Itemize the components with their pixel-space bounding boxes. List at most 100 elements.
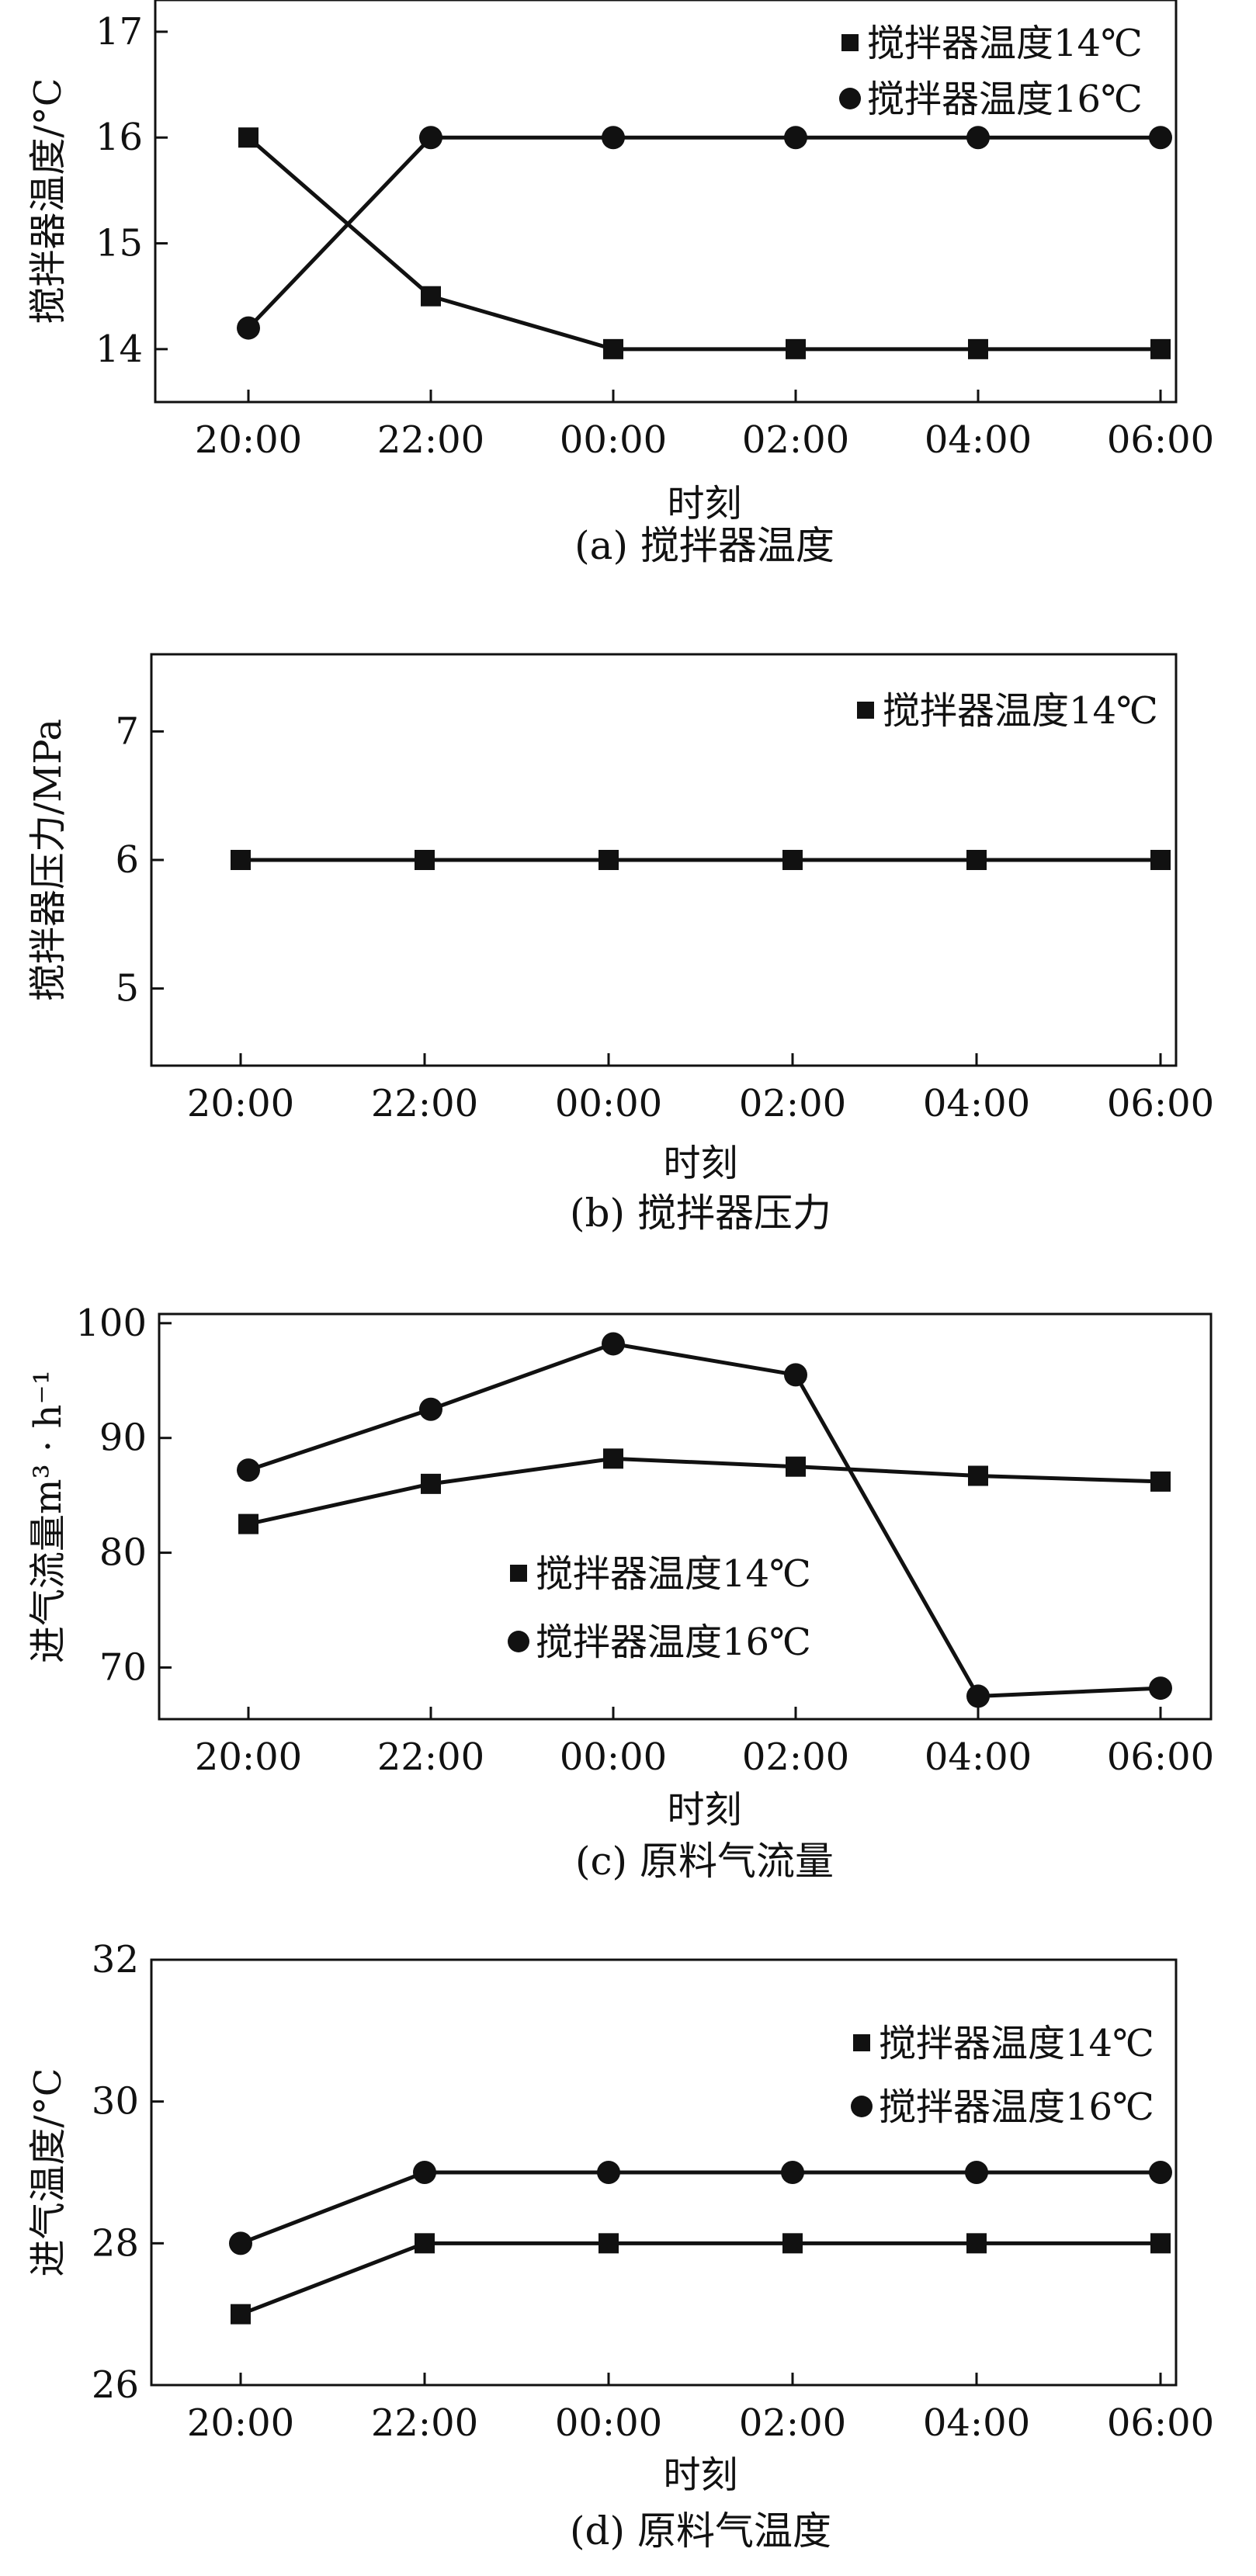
series-square	[231, 2233, 1171, 2325]
y-tick-label: 6	[115, 838, 139, 882]
x-tick-label: 20:00	[187, 1082, 294, 1125]
x-axis-label: 时刻	[667, 1788, 741, 1832]
data-point-square	[1150, 2233, 1171, 2254]
data-point-square	[786, 1456, 806, 1477]
series-square	[231, 850, 1171, 870]
data-point-circle	[229, 2231, 252, 2255]
y-axis-label: 进气流量m³ · h⁻¹	[26, 1370, 70, 1663]
legend-marker-square	[857, 702, 874, 719]
legend-label: 搅拌器温度16℃	[879, 2085, 1154, 2129]
x-tick-label: 22:00	[377, 1735, 484, 1779]
legend-label: 搅拌器温度14℃	[883, 689, 1158, 733]
y-tick-label: 90	[99, 1416, 147, 1460]
data-point-circle	[237, 1458, 260, 1482]
y-tick-label: 28	[92, 2221, 139, 2265]
x-tick-label: 00:00	[555, 2401, 662, 2445]
data-point-circle	[966, 1684, 990, 1708]
legend-label: 搅拌器温度16℃	[867, 78, 1143, 121]
data-point-circle	[1149, 1676, 1172, 1701]
legend-label: 搅拌器温度14℃	[867, 22, 1143, 65]
data-point-circle	[419, 1397, 442, 1421]
y-tick-label: 16	[95, 116, 143, 159]
panel-caption: (b) 搅拌器压力	[570, 1191, 831, 1236]
data-point-square	[1150, 1471, 1171, 1492]
x-tick-label: 06:00	[1107, 2401, 1214, 2445]
data-point-square	[415, 2233, 435, 2254]
y-tick-label: 80	[99, 1531, 147, 1575]
data-point-square	[231, 2304, 251, 2325]
x-tick-label: 04:00	[923, 1082, 1030, 1125]
x-tick-label: 02:00	[742, 418, 849, 462]
y-tick-label: 15	[95, 222, 143, 265]
y-tick-label: 7	[115, 709, 139, 753]
x-tick-label: 02:00	[742, 1735, 849, 1779]
data-point-square	[231, 850, 251, 870]
panel-caption: (c) 原料气流量	[575, 1839, 834, 1884]
y-tick-label: 100	[75, 1302, 147, 1345]
x-tick-label: 02:00	[739, 2401, 846, 2445]
x-tick-label: 00:00	[555, 1082, 662, 1125]
y-tick-label: 17	[95, 10, 143, 54]
series-square	[238, 127, 1171, 359]
x-axis-label: 时刻	[663, 1142, 737, 1185]
data-point-square	[599, 2233, 619, 2254]
data-point-square	[238, 1513, 258, 1534]
x-tick-label: 22:00	[371, 1082, 478, 1125]
x-tick-label: 00:00	[560, 1735, 667, 1779]
data-point-square	[238, 127, 258, 148]
x-tick-label: 00:00	[560, 418, 667, 462]
series-line	[248, 1341, 1161, 1698]
x-tick-label: 04:00	[925, 1735, 1032, 1779]
series-line	[240, 2241, 1161, 2316]
x-axis-label: 时刻	[663, 2453, 737, 2497]
series-line	[247, 135, 1161, 330]
series-line	[248, 1456, 1161, 1527]
data-point-square	[966, 850, 987, 870]
legend-marker-circle	[851, 2096, 873, 2117]
legend-marker-square	[510, 1565, 527, 1582]
y-tick-label: 14	[95, 328, 143, 371]
data-point-circle	[784, 126, 807, 150]
data-point-circle	[602, 1332, 625, 1356]
x-tick-label: 04:00	[925, 418, 1032, 462]
data-point-circle	[597, 2161, 620, 2184]
series-circle	[237, 1332, 1172, 1708]
legend-label: 搅拌器温度14℃	[879, 2022, 1154, 2065]
data-point-circle	[237, 316, 260, 340]
data-point-square	[1150, 338, 1171, 359]
x-axis-label: 时刻	[667, 482, 741, 525]
y-tick-label: 32	[92, 1938, 139, 1981]
legend-label: 搅拌器温度14℃	[536, 1552, 811, 1596]
data-point-circle	[966, 126, 990, 150]
legend-marker-circle	[839, 88, 861, 109]
data-point-square	[603, 338, 623, 359]
data-point-circle	[602, 126, 625, 150]
y-axis-label: 进气温度/°C	[26, 2068, 70, 2277]
x-tick-label: 06:00	[1107, 418, 1214, 462]
data-point-square	[782, 2233, 803, 2254]
data-point-square	[599, 850, 619, 870]
y-tick-label: 30	[92, 2080, 139, 2124]
data-point-circle	[413, 2161, 436, 2184]
data-point-circle	[784, 1363, 807, 1387]
x-tick-label: 06:00	[1107, 1082, 1214, 1125]
data-point-circle	[1149, 2161, 1172, 2184]
data-point-square	[966, 2233, 987, 2254]
x-tick-label: 22:00	[377, 418, 484, 462]
series-line	[240, 2170, 1161, 2245]
y-axis-label: 搅拌器温度/°C	[26, 78, 70, 324]
data-point-circle	[965, 2161, 988, 2184]
legend-marker-square	[841, 34, 859, 51]
plot-frame	[158, 1312, 1213, 1721]
data-point-square	[968, 1465, 988, 1486]
data-point-square	[603, 1448, 623, 1469]
data-point-circle	[419, 126, 442, 150]
x-tick-label: 02:00	[739, 1082, 846, 1125]
chart-panel-b: 5 6 7 20:00 22:00 00:00 02:00 04:00 06:00 时刻 搅拌器压力…	[26, 653, 1214, 1236]
series-square	[238, 1448, 1171, 1534]
chart-panel-d: 26 28 30 32 20:00 22:00 00:00 02:00 04:00 06:00 时刻…	[26, 1938, 1214, 2553]
x-tick-label: 20:00	[195, 418, 302, 462]
data-point-square	[421, 286, 441, 307]
chart-panel-c: 70 80 90 100 20:00 22:00 00:00 02:00 04:00 06:00 时…	[26, 1302, 1214, 1884]
